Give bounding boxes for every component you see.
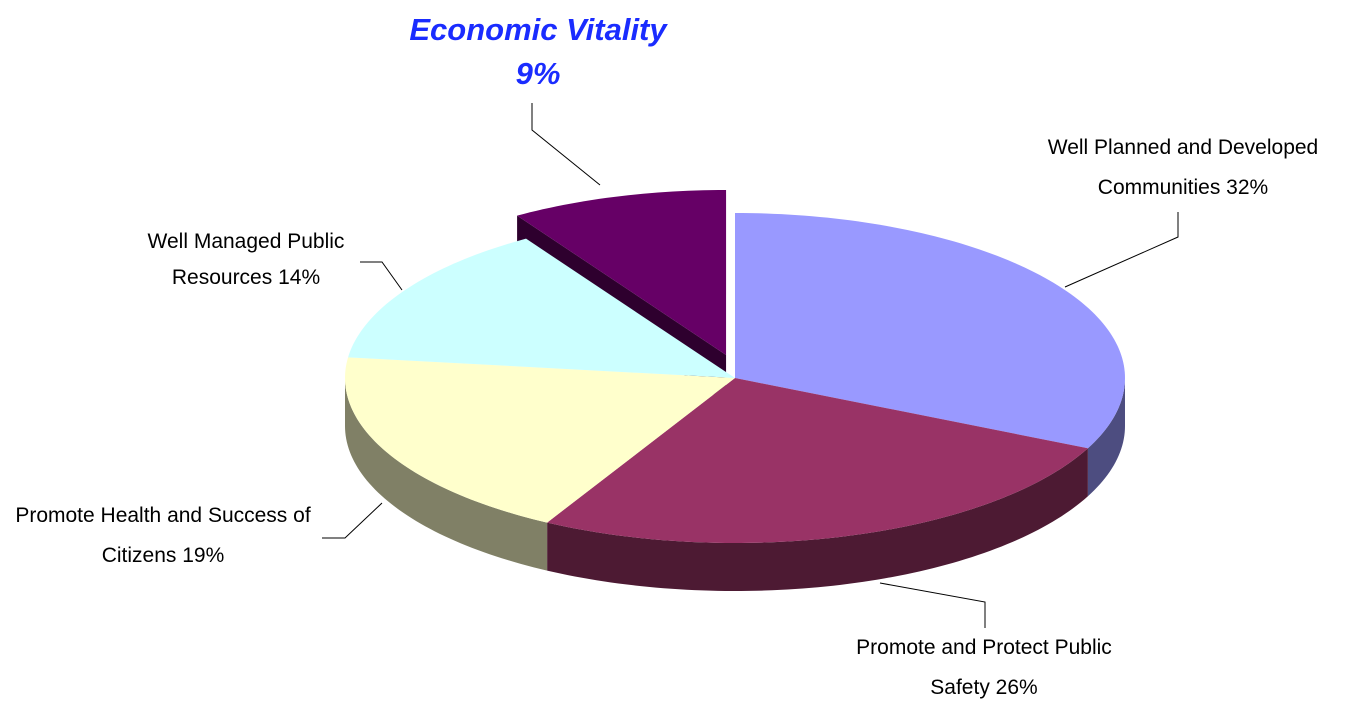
- slice: [517, 189, 727, 355]
- slice-label: Economic Vitality 9%: [338, 8, 738, 96]
- slice-label: Promote Health and Success of Citizens 1…: [8, 496, 318, 576]
- slice-side: [547, 448, 1088, 591]
- slice-side: [345, 378, 548, 571]
- leader-line: [322, 502, 383, 539]
- label-name: Well Planned and Developed Communities: [1047, 136, 1319, 199]
- leader-line: [531, 103, 601, 186]
- leader-line: [360, 261, 403, 291]
- slice-label: Well Planned and Developed Communities 3…: [1008, 128, 1358, 208]
- label-name: Promote and Protect Public Safety: [856, 636, 1112, 699]
- slice-label: Promote and Protect Public Safety 26%: [824, 628, 1144, 708]
- slice: [348, 238, 735, 378]
- slice: [547, 378, 1088, 543]
- slice: [345, 357, 735, 523]
- slice-side: [1087, 378, 1125, 497]
- slice-label: Well Managed Public Resources 14%: [116, 224, 376, 296]
- label-name: Economic Vitality: [409, 12, 667, 47]
- pie: [345, 189, 1125, 591]
- label-name: Well Managed Public Resources: [147, 230, 345, 289]
- slice: [735, 213, 1125, 449]
- label-value: 9%: [515, 56, 561, 91]
- label-value: 19%: [182, 544, 225, 567]
- label-value: 26%: [995, 676, 1038, 699]
- leader-line: [1064, 212, 1179, 288]
- label-name: Promote Health and Success of Citizens: [15, 504, 311, 567]
- label-value: 14%: [278, 266, 321, 289]
- label-value: 32%: [1226, 176, 1269, 199]
- leader-line: [879, 582, 986, 628]
